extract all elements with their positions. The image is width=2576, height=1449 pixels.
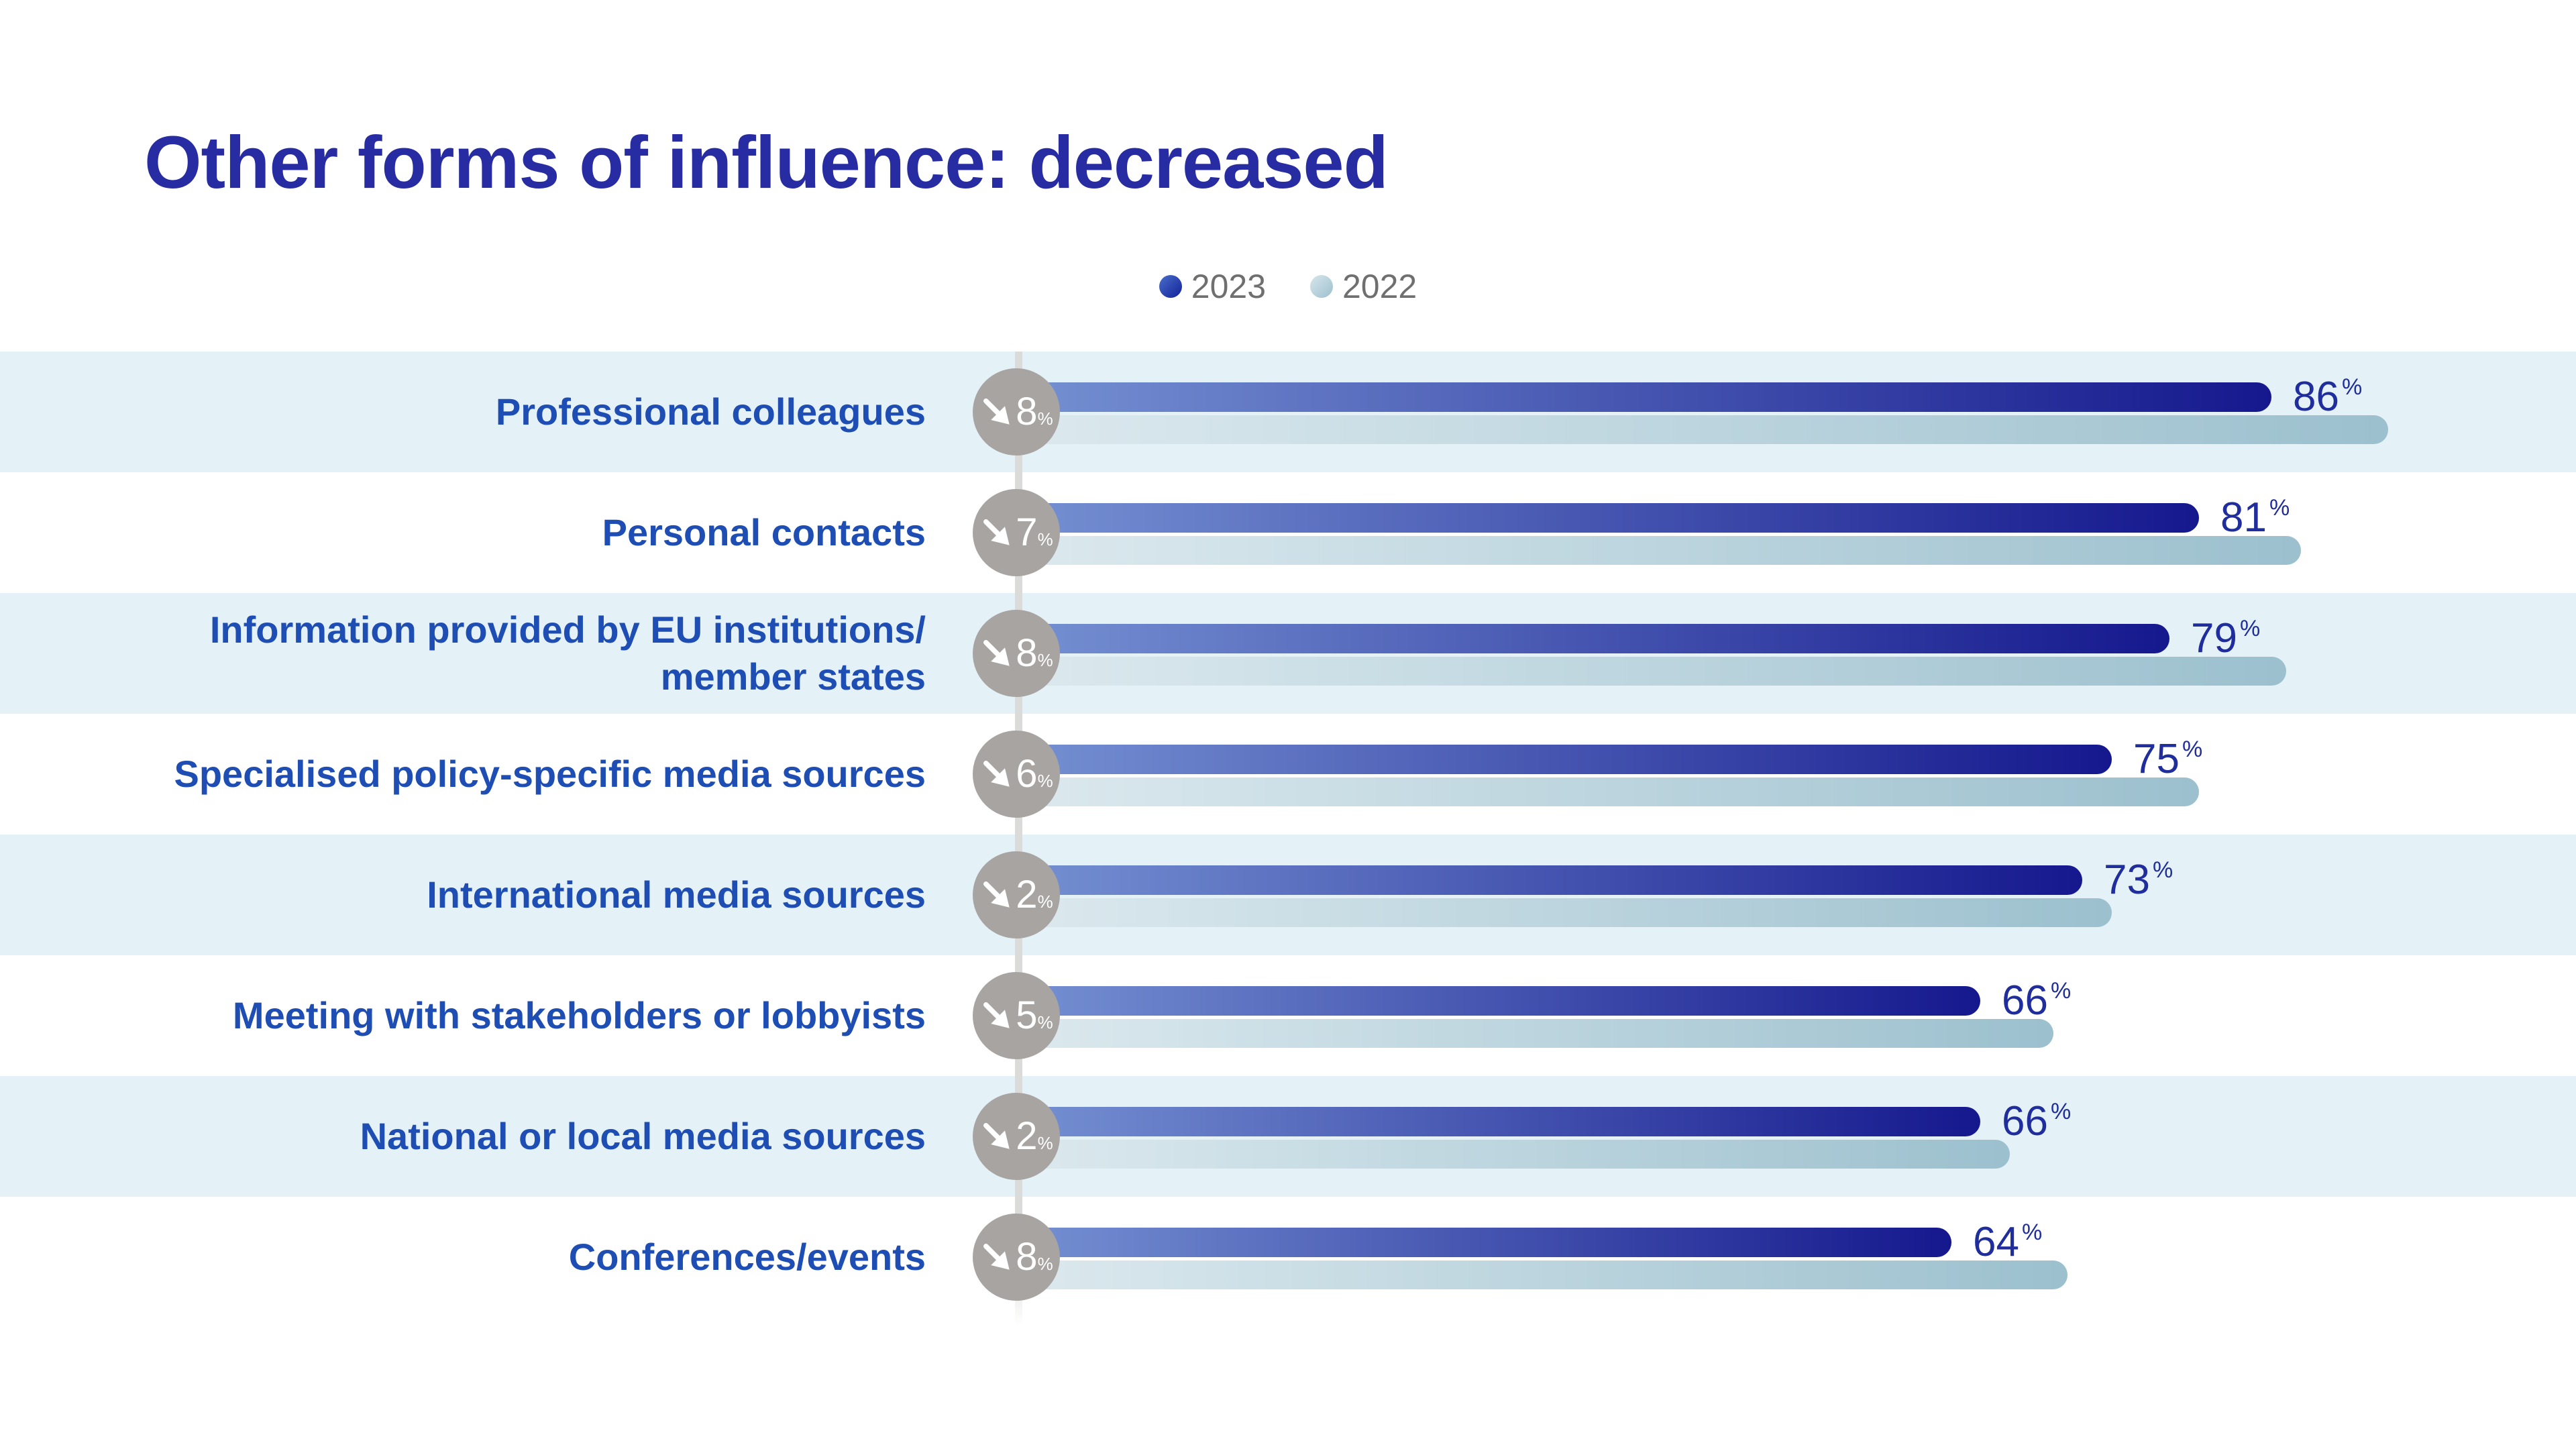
axis-line — [1015, 352, 1022, 1326]
bar-2022 — [1020, 777, 2199, 806]
decrease-arrow-icon — [983, 1002, 1010, 1028]
category-label: International media sources — [427, 873, 926, 916]
category-label: Conferences/events — [568, 1236, 926, 1278]
bar-2022 — [1020, 1019, 2053, 1048]
page-title: Other forms of influence: decreased — [144, 121, 1389, 204]
chart-rows: Professional colleagues 8% 86% Personal … — [0, 352, 2576, 1318]
bar-2023 — [1020, 503, 2199, 533]
chart-row: Meeting with stakeholders or lobbyists 5… — [0, 955, 2576, 1076]
category-label: National or local media sources — [360, 1115, 926, 1157]
legend-dot-2022-icon — [1310, 275, 1333, 298]
bar-2023 — [1020, 745, 2112, 774]
legend-item-2022: 2022 — [1310, 267, 1417, 306]
decrease-value: 2% — [1016, 1114, 1053, 1158]
decrease-value: 8% — [1016, 390, 1053, 433]
bar-2023 — [1020, 1107, 1980, 1136]
chart-row: Professional colleagues 8% 86% — [0, 352, 2576, 472]
decrease-arrow-icon — [983, 1244, 1010, 1270]
chart-row: International media sources 2% 73% — [0, 835, 2576, 955]
category-label: Professional colleagues — [495, 390, 926, 433]
decrease-value: 2% — [1016, 873, 1053, 916]
category-label: Specialised policy-specific media source… — [174, 753, 926, 795]
decrease-value: 6% — [1016, 752, 1053, 796]
decrease-value: 5% — [1016, 994, 1053, 1037]
bar-2022 — [1020, 657, 2286, 686]
category-label: Meeting with stakeholders or lobbyists — [232, 994, 926, 1036]
value-label: 73% — [2104, 857, 2174, 903]
bar-chart: Professional colleagues 8% 86% Personal … — [0, 352, 2576, 1326]
bar-2023 — [1020, 624, 2169, 653]
decrease-arrow-icon — [983, 881, 1010, 908]
value-label: 81% — [2220, 494, 2290, 541]
decrease-arrow-icon — [983, 398, 1010, 425]
decrease-arrow-icon — [983, 640, 1010, 666]
decrease-badge: 5% — [973, 972, 1060, 1059]
bar-2022 — [1020, 1140, 2010, 1169]
chart-row: Specialised policy-specific media source… — [0, 714, 2576, 835]
decrease-arrow-icon — [983, 519, 1010, 545]
value-label: 75% — [2133, 736, 2203, 782]
decrease-value: 8% — [1016, 631, 1053, 675]
decrease-value: 8% — [1016, 1235, 1053, 1279]
chart-row: Personal contacts 7% 81% — [0, 472, 2576, 593]
bar-2023 — [1020, 1228, 1951, 1257]
decrease-arrow-icon — [983, 761, 1010, 787]
legend-label-2022: 2022 — [1342, 268, 1417, 305]
category-label: Personal contacts — [602, 511, 926, 553]
bar-2023 — [1020, 986, 1980, 1016]
category-label: Information provided by EU institutions/… — [209, 608, 926, 698]
decrease-badge: 7% — [973, 489, 1060, 576]
decrease-arrow-icon — [983, 1123, 1010, 1149]
decrease-value: 7% — [1016, 511, 1053, 554]
bar-2023 — [1020, 865, 2082, 895]
decrease-badge: 2% — [973, 851, 1060, 938]
bar-2022 — [1020, 415, 2388, 444]
decrease-badge: 8% — [973, 368, 1060, 455]
bar-2022 — [1020, 898, 2112, 927]
legend-label-2023: 2023 — [1191, 268, 1266, 305]
legend-dot-2023-icon — [1159, 275, 1182, 298]
value-label: 66% — [2002, 1098, 2072, 1144]
value-label: 79% — [2191, 615, 2261, 661]
legend-item-2023: 2023 — [1159, 267, 1266, 306]
bar-2022 — [1020, 1260, 2068, 1289]
value-label: 86% — [2293, 374, 2363, 420]
decrease-badge: 8% — [973, 1214, 1060, 1301]
decrease-badge: 6% — [973, 731, 1060, 818]
decrease-badge: 8% — [973, 610, 1060, 697]
bar-2022 — [1020, 536, 2301, 565]
legend: 2023 2022 — [0, 267, 2576, 306]
value-label: 66% — [2002, 977, 2072, 1024]
bar-2023 — [1020, 382, 2271, 412]
value-label: 64% — [1973, 1219, 2043, 1265]
chart-row: Conferences/events 8% 64% — [0, 1197, 2576, 1318]
chart-row: National or local media sources 2% 66% — [0, 1076, 2576, 1197]
decrease-badge: 2% — [973, 1093, 1060, 1180]
chart-row: Information provided by EU institutions/… — [0, 593, 2576, 714]
